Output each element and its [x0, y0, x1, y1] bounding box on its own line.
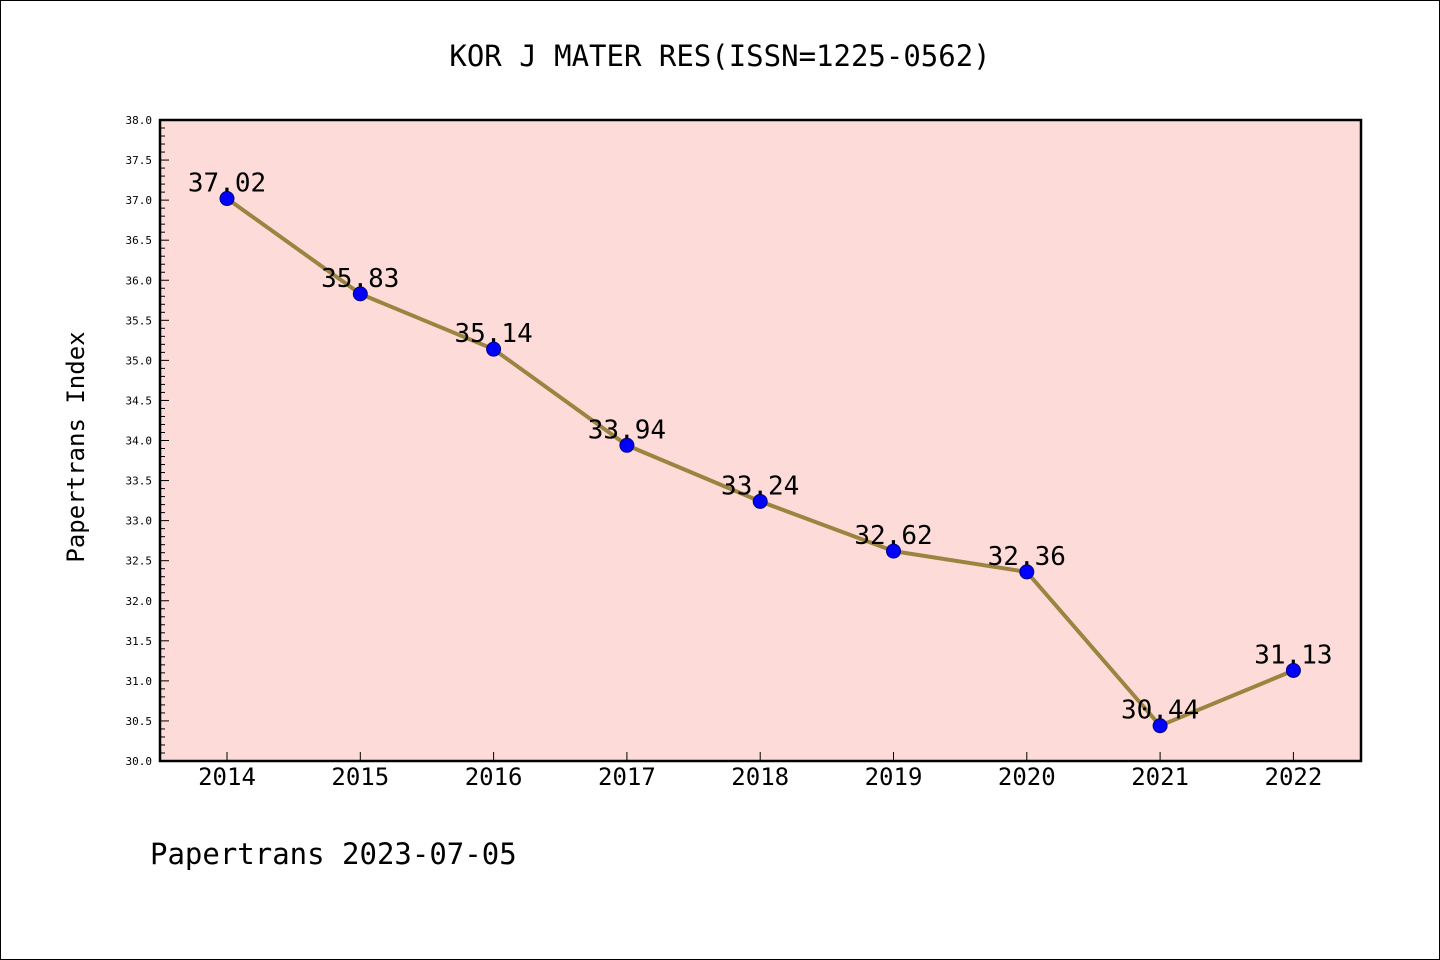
data-label: 35.14 — [454, 319, 532, 349]
data-point — [352, 286, 368, 302]
data-point — [219, 191, 235, 207]
data-point — [619, 437, 635, 453]
y-tick-label: 33.0 — [126, 515, 153, 528]
data-point — [1019, 564, 1035, 580]
data-point — [752, 493, 768, 509]
x-tick-label: 2016 — [465, 763, 523, 791]
x-tick-label: 2017 — [598, 763, 656, 791]
x-tick-label: 2018 — [731, 763, 789, 791]
data-labels: 37.02 35.83 35.14 33.94 33.24 32.62 32.36 30.44… — [188, 169, 1333, 726]
y-tick-label: 30.0 — [126, 755, 153, 768]
y-tick-label: 30.5 — [126, 715, 153, 728]
y-tick-label: 32.0 — [126, 595, 153, 608]
y-tick-label: 34.5 — [126, 394, 153, 407]
y-tick-label: 37.0 — [126, 194, 153, 207]
x-tick-label: 2014 — [198, 763, 256, 791]
y-tick-label: 34.0 — [126, 435, 153, 448]
y-axis-label: Papertrans Index — [62, 331, 90, 562]
plot-border — [158, 118, 1363, 763]
y-tick-label: 32.5 — [126, 555, 153, 568]
x-axis: 2014 2015 2016 2017 2018 2019 2020 2021 2022 — [198, 752, 1322, 791]
x-tick-label: 2015 — [331, 763, 389, 791]
chart-title: KOR J MATER RES(ISSN=1225-0562) — [449, 39, 990, 73]
data-point — [1285, 662, 1301, 678]
data-label: 37.02 — [188, 169, 266, 199]
data-label: 35.83 — [321, 264, 399, 294]
data-label: 33.94 — [588, 415, 666, 445]
data-label: 33.24 — [721, 471, 799, 501]
y-axis: 30.0 30.5 31.0 31.5 32.0 32.5 33.0 33.5 34.0 34.5… — [126, 114, 169, 768]
data-point — [486, 341, 502, 357]
y-tick-label: 35.5 — [126, 314, 153, 327]
x-tick-label: 2022 — [1265, 763, 1323, 791]
data-point — [886, 543, 901, 559]
y-tick-label: 31.5 — [126, 635, 153, 648]
data-label: 30.44 — [1121, 696, 1199, 726]
x-tick-label: 2021 — [1131, 763, 1189, 791]
plot-area — [160, 120, 1361, 761]
data-label: 31.13 — [1254, 640, 1332, 670]
y-tick-label: 37.5 — [126, 154, 153, 167]
y-tick-label: 33.5 — [126, 475, 153, 488]
data-point — [1152, 718, 1168, 734]
x-tick-label: 2019 — [865, 763, 923, 791]
data-label: 32.36 — [988, 542, 1066, 572]
x-tick-label: 2020 — [998, 763, 1056, 791]
y-tick-label: 31.0 — [126, 675, 153, 688]
y-tick-label: 36.5 — [126, 234, 153, 247]
y-tick-label: 38.0 — [126, 114, 153, 127]
y-tick-label: 35.0 — [126, 354, 153, 367]
footer-date: Papertrans 2023-07-05 — [150, 837, 517, 871]
data-label: 32.62 — [854, 521, 932, 551]
y-tick-label: 36.0 — [126, 274, 153, 287]
data-points — [219, 191, 1301, 734]
